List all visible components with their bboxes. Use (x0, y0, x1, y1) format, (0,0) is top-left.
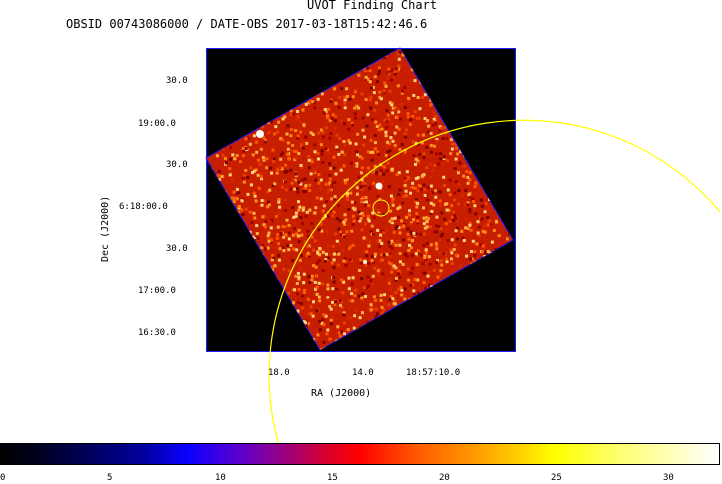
ra-tick: 18:57:10.0 (406, 368, 461, 378)
image-panel[interactable] (206, 48, 516, 352)
colorbar-tick: 10 (215, 473, 226, 483)
chart-title: UVOT Finding Chart (307, 0, 438, 12)
colorbar-tick: 20 (439, 473, 450, 483)
colorbar-tick: 5 (107, 473, 113, 483)
ra-tick: 18.0 (268, 368, 290, 378)
dec-tick: 6:18:00.0 (119, 202, 168, 212)
dec-tick: 30.0 (166, 76, 188, 86)
dec-tick: 17:00.0 (138, 286, 176, 296)
colorbar-tick: 30 (663, 473, 674, 483)
dec-tick: 19:00.0 (138, 119, 176, 129)
dec-axis-label: Dec (J2000) (100, 195, 111, 262)
ra-tick: 14.0 (352, 368, 374, 378)
colorbar[interactable] (0, 443, 720, 465)
ra-axis-label: RA (J2000) (311, 388, 372, 399)
colorbar-tick: 25 (551, 473, 562, 483)
dec-tick: 30.0 (166, 160, 188, 170)
colorbar-tick: 15 (327, 473, 338, 483)
dec-tick: 16:30.0 (138, 328, 176, 338)
colorbar-tick: 0 (0, 473, 6, 483)
dec-tick: 30.0 (166, 244, 188, 254)
chart-subtitle: OBSID 00743086000 / DATE-OBS 2017-03-18T… (66, 17, 428, 31)
